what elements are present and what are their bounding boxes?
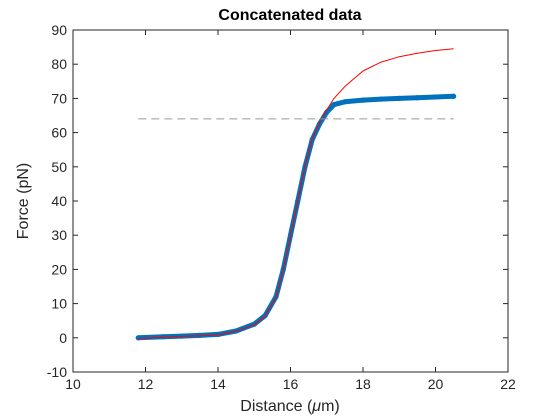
- measured-data-point: [396, 95, 402, 101]
- fit-curve: [138, 48, 454, 339]
- y-tick-label: 60: [51, 125, 67, 141]
- x-axis-label: Distance (μm): [240, 398, 339, 415]
- y-axis-label: Force (pN): [15, 163, 32, 239]
- y-tick-label: 90: [51, 22, 67, 38]
- x-tick-label: 10: [65, 376, 81, 392]
- measured-data-point: [135, 335, 141, 341]
- measured-data-point: [342, 99, 348, 105]
- y-tick-label: -10: [47, 364, 67, 380]
- x-tick-label: 14: [210, 376, 226, 392]
- measured-data-series: [135, 93, 457, 341]
- axes: [72, 29, 509, 373]
- measured-data-point: [331, 101, 337, 108]
- x-tick-label: 20: [428, 376, 444, 392]
- measured-data-point: [414, 95, 420, 101]
- y-tick-label: 50: [51, 159, 67, 175]
- x-tick-label: 16: [283, 376, 299, 392]
- measured-data-point: [360, 97, 366, 103]
- measured-data-point: [451, 93, 457, 99]
- x-tick-label: 12: [138, 376, 154, 392]
- chart-title: Concatenated data: [218, 7, 361, 24]
- ticks: 10 12 14 16 18 20 22 -10 0 10 20 30 40 50 60 70 80 90: [47, 22, 516, 392]
- y-tick-label: 20: [51, 261, 67, 277]
- y-tick-label: 0: [59, 330, 67, 346]
- plot-frame: [72, 29, 509, 373]
- y-tick-label: 80: [51, 56, 67, 72]
- y-tick-label: 30: [51, 227, 67, 243]
- x-tick-label: 18: [355, 376, 371, 392]
- measured-data-point: [432, 94, 439, 100]
- measured-data-point: [378, 96, 384, 102]
- measured-data-point: [324, 109, 330, 115]
- y-tick-label: 40: [51, 193, 67, 209]
- series-layer: [135, 48, 457, 341]
- y-tick-label: 10: [51, 296, 67, 312]
- y-tick-label: 70: [51, 90, 67, 106]
- x-tick-label: 22: [500, 376, 516, 392]
